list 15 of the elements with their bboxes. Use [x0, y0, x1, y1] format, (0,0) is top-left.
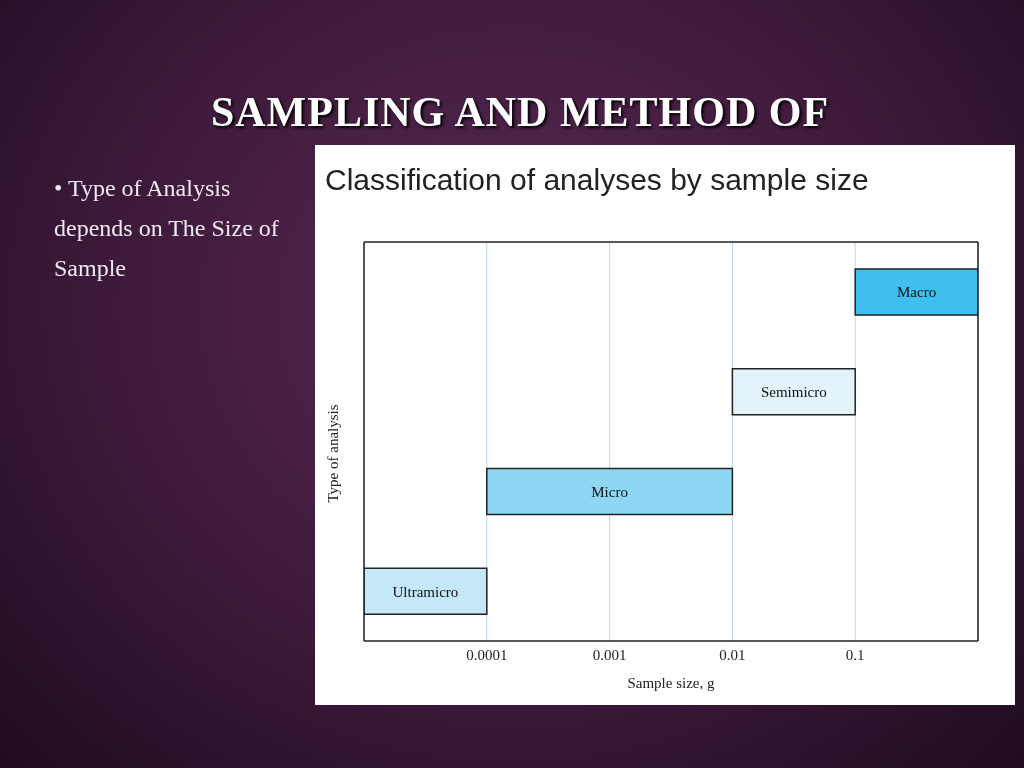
text: • Type of Analysis depends on The Size of Sample — [54, 174, 280, 283]
x-tick-label: 0.0001 — [466, 646, 508, 663]
chart-subtitle: Classification of analyses by sample size — [325, 163, 869, 197]
y-tick-label: Macro — [897, 284, 937, 301]
x-tick-label: 0.1 — [845, 646, 865, 663]
x-tick-label: 0.01 — [719, 646, 746, 663]
x-tick-label: 0.001 — [592, 646, 627, 663]
chart-title: SAMPLING AND METHOD OF — [209, 88, 831, 136]
y-tick-label: Ultramicro — [392, 583, 459, 600]
bar — [731, 368, 856, 416]
x-axis-title: Sample size, g — [626, 675, 716, 692]
y-axis-title: Type of analysis — [324, 403, 342, 505]
y-tick-label: Micro — [591, 483, 628, 500]
y-tick-label: Semimicro — [760, 384, 827, 401]
bar — [486, 467, 734, 516]
